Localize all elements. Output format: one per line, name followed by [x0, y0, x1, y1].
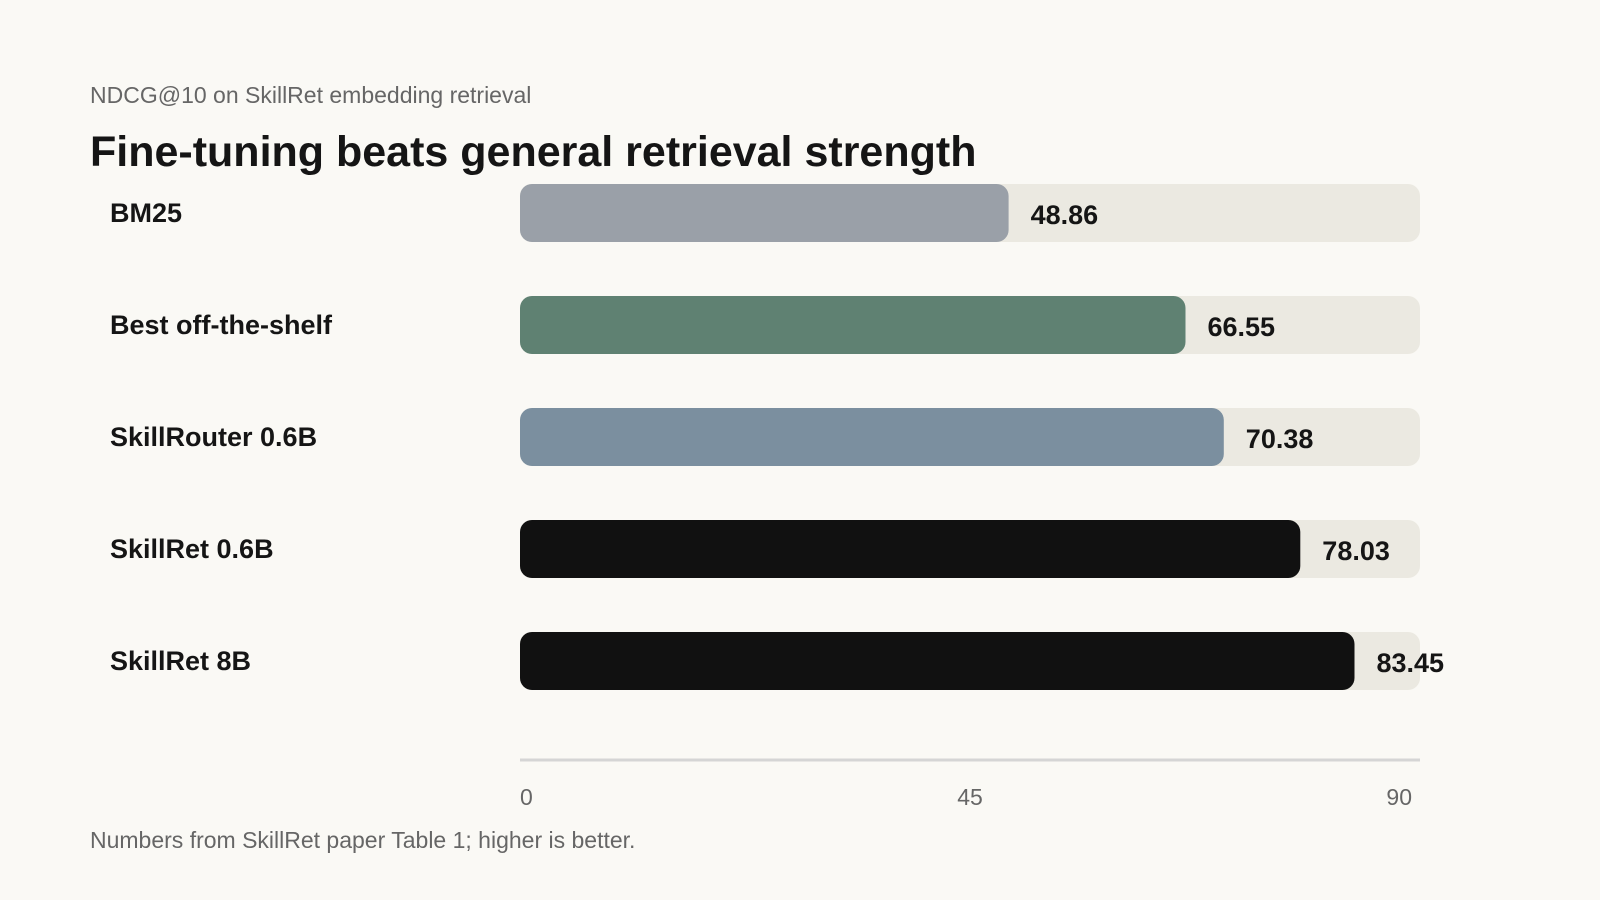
chart-footnote: Numbers from SkillRet paper Table 1; hig… [90, 827, 636, 853]
value-label-skillrouter-0-6b: 70.38 [1246, 424, 1314, 454]
bar-label-skillret-8b: SkillRet 8B [110, 646, 251, 676]
bar-best-off-the-shelf [520, 296, 1186, 354]
x-tick-label-90: 90 [1386, 784, 1412, 810]
bar-bm25 [520, 184, 1009, 242]
value-label-best-off-the-shelf: 66.55 [1208, 312, 1276, 342]
bar-label-skillrouter-0-6b: SkillRouter 0.6B [110, 422, 317, 452]
value-label-skillret-8b: 83.45 [1377, 648, 1445, 678]
x-tick-label-45: 45 [957, 784, 983, 810]
bar-skillrouter-0-6b [520, 408, 1224, 466]
value-label-skillret-0-6b: 78.03 [1322, 536, 1390, 566]
chart-title: Fine-tuning beats general retrieval stre… [90, 128, 977, 176]
bar-label-skillret-0-6b: SkillRet 0.6B [110, 534, 274, 564]
bar-label-bm25: BM25 [110, 198, 182, 228]
bar-skillret-8b [520, 632, 1355, 690]
value-label-bm25: 48.86 [1031, 200, 1099, 230]
bar-label-best-off-the-shelf: Best off-the-shelf [110, 310, 333, 340]
x-tick-label-0: 0 [520, 784, 533, 810]
chart-subtitle: NDCG@10 on SkillRet embedding retrieval [90, 82, 532, 108]
bar-skillret-0-6b [520, 520, 1301, 578]
